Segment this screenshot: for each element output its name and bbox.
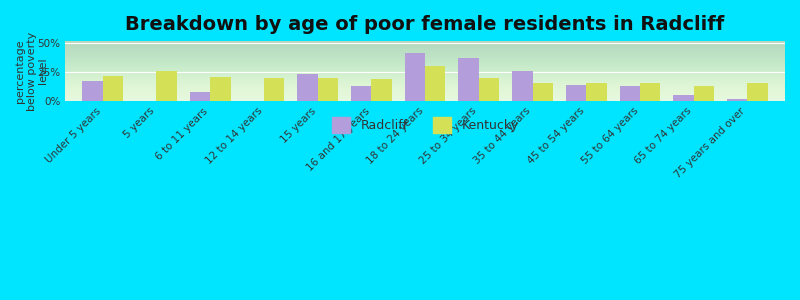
Bar bbox=[512, 71, 533, 101]
Bar bbox=[640, 82, 660, 101]
Bar bbox=[586, 82, 606, 101]
Bar bbox=[298, 74, 318, 101]
Bar bbox=[190, 92, 210, 101]
Bar bbox=[533, 82, 553, 101]
Bar bbox=[405, 52, 425, 101]
Bar bbox=[674, 95, 694, 101]
Bar bbox=[458, 58, 478, 101]
Bar bbox=[264, 78, 284, 101]
Bar bbox=[694, 86, 714, 101]
Bar bbox=[727, 99, 747, 101]
Bar bbox=[566, 85, 586, 101]
Bar bbox=[351, 86, 371, 101]
Title: Breakdown by age of poor female residents in Radcliff: Breakdown by age of poor female resident… bbox=[126, 15, 725, 34]
Bar bbox=[102, 76, 123, 101]
Bar bbox=[82, 81, 102, 101]
Legend: Radcliff, Kentucky: Radcliff, Kentucky bbox=[326, 112, 523, 138]
Bar bbox=[747, 82, 768, 101]
Bar bbox=[619, 86, 640, 101]
Y-axis label: percentage
below poverty
level: percentage below poverty level bbox=[15, 32, 48, 111]
Bar bbox=[371, 79, 392, 101]
Bar bbox=[318, 78, 338, 101]
Bar bbox=[478, 78, 499, 101]
Bar bbox=[210, 77, 230, 101]
Bar bbox=[157, 71, 177, 101]
Bar bbox=[425, 66, 446, 101]
